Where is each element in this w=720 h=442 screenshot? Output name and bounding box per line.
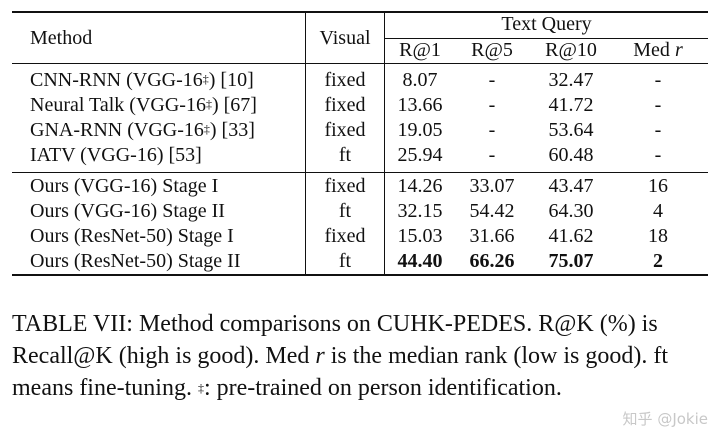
r5-cell: 54.42 [469, 200, 515, 222]
header-med-r: Med r [633, 39, 683, 61]
r5-cell: 33.07 [469, 175, 515, 197]
table-caption: TABLE VII: Method comparisons on CUHK-PE… [12, 311, 668, 401]
method-cell: Ours (VGG-16) Stage I [30, 175, 219, 197]
med-cell: 18 [648, 225, 668, 247]
table-top-rule [12, 11, 708, 13]
header-text-query: Text Query [501, 13, 592, 35]
header-r10: R@10 [545, 39, 597, 61]
med-cell: - [654, 119, 662, 141]
r5-cell: - [488, 94, 496, 116]
r1-cell: 32.15 [397, 200, 443, 222]
med-cell: 4 [653, 200, 663, 222]
header-rule [12, 63, 708, 64]
visual-cell: fixed [324, 94, 366, 116]
r10-cell: 43.47 [548, 175, 594, 197]
r5-cell: - [488, 69, 496, 91]
header-method: Method [30, 27, 93, 49]
r5-cell: - [488, 119, 496, 141]
visual-cell: ft [338, 250, 352, 272]
method-cell: GNA-RNN (VGG-16‡) [33] [30, 119, 255, 141]
table-bottom-rule [12, 274, 708, 276]
method-cell: Ours (ResNet-50) Stage II [30, 250, 241, 272]
text-query-rule [384, 38, 708, 39]
r5-cell: 66.26 [469, 250, 515, 272]
med-cell: - [654, 94, 662, 116]
r1-cell: 8.07 [402, 69, 438, 91]
method-column-divider [305, 12, 306, 274]
r1-cell: 44.40 [397, 250, 443, 272]
r10-cell: 53.64 [548, 119, 594, 141]
watermark: 知乎 @Jokie [622, 410, 708, 428]
r1-cell: 15.03 [397, 225, 443, 247]
header-r1: R@1 [399, 39, 441, 61]
visual-cell: fixed [324, 175, 366, 197]
visual-column-divider [384, 12, 385, 274]
r10-cell: 41.62 [548, 225, 594, 247]
med-cell: 16 [648, 175, 668, 197]
r5-cell: 31.66 [469, 225, 515, 247]
r1-cell: 13.66 [397, 94, 443, 116]
visual-cell: fixed [324, 119, 366, 141]
header-visual: Visual [319, 27, 371, 49]
method-cell: Neural Talk (VGG-16‡) [67] [30, 94, 257, 116]
r10-cell: 32.47 [548, 69, 594, 91]
r10-cell: 41.72 [548, 94, 594, 116]
r1-cell: 19.05 [397, 119, 443, 141]
method-cell: CNN-RNN (VGG-16‡) [10] [30, 69, 254, 91]
visual-cell: ft [338, 200, 352, 222]
method-cell: Ours (VGG-16) Stage II [30, 200, 225, 222]
r1-cell: 14.26 [397, 175, 443, 197]
r10-cell: 75.07 [548, 250, 594, 272]
header-r5: R@5 [471, 39, 513, 61]
med-cell: - [654, 144, 662, 166]
visual-cell: ft [338, 144, 352, 166]
med-cell: 2 [653, 250, 663, 272]
method-cell: IATV (VGG-16) [53] [30, 144, 202, 166]
r1-cell: 25.94 [397, 144, 443, 166]
med-cell: - [654, 69, 662, 91]
group-rule [12, 172, 708, 173]
r10-cell: 60.48 [548, 144, 594, 166]
method-cell: Ours (ResNet-50) Stage I [30, 225, 234, 247]
visual-cell: fixed [324, 225, 366, 247]
r10-cell: 64.30 [548, 200, 594, 222]
visual-cell: fixed [324, 69, 366, 91]
r5-cell: - [488, 144, 496, 166]
